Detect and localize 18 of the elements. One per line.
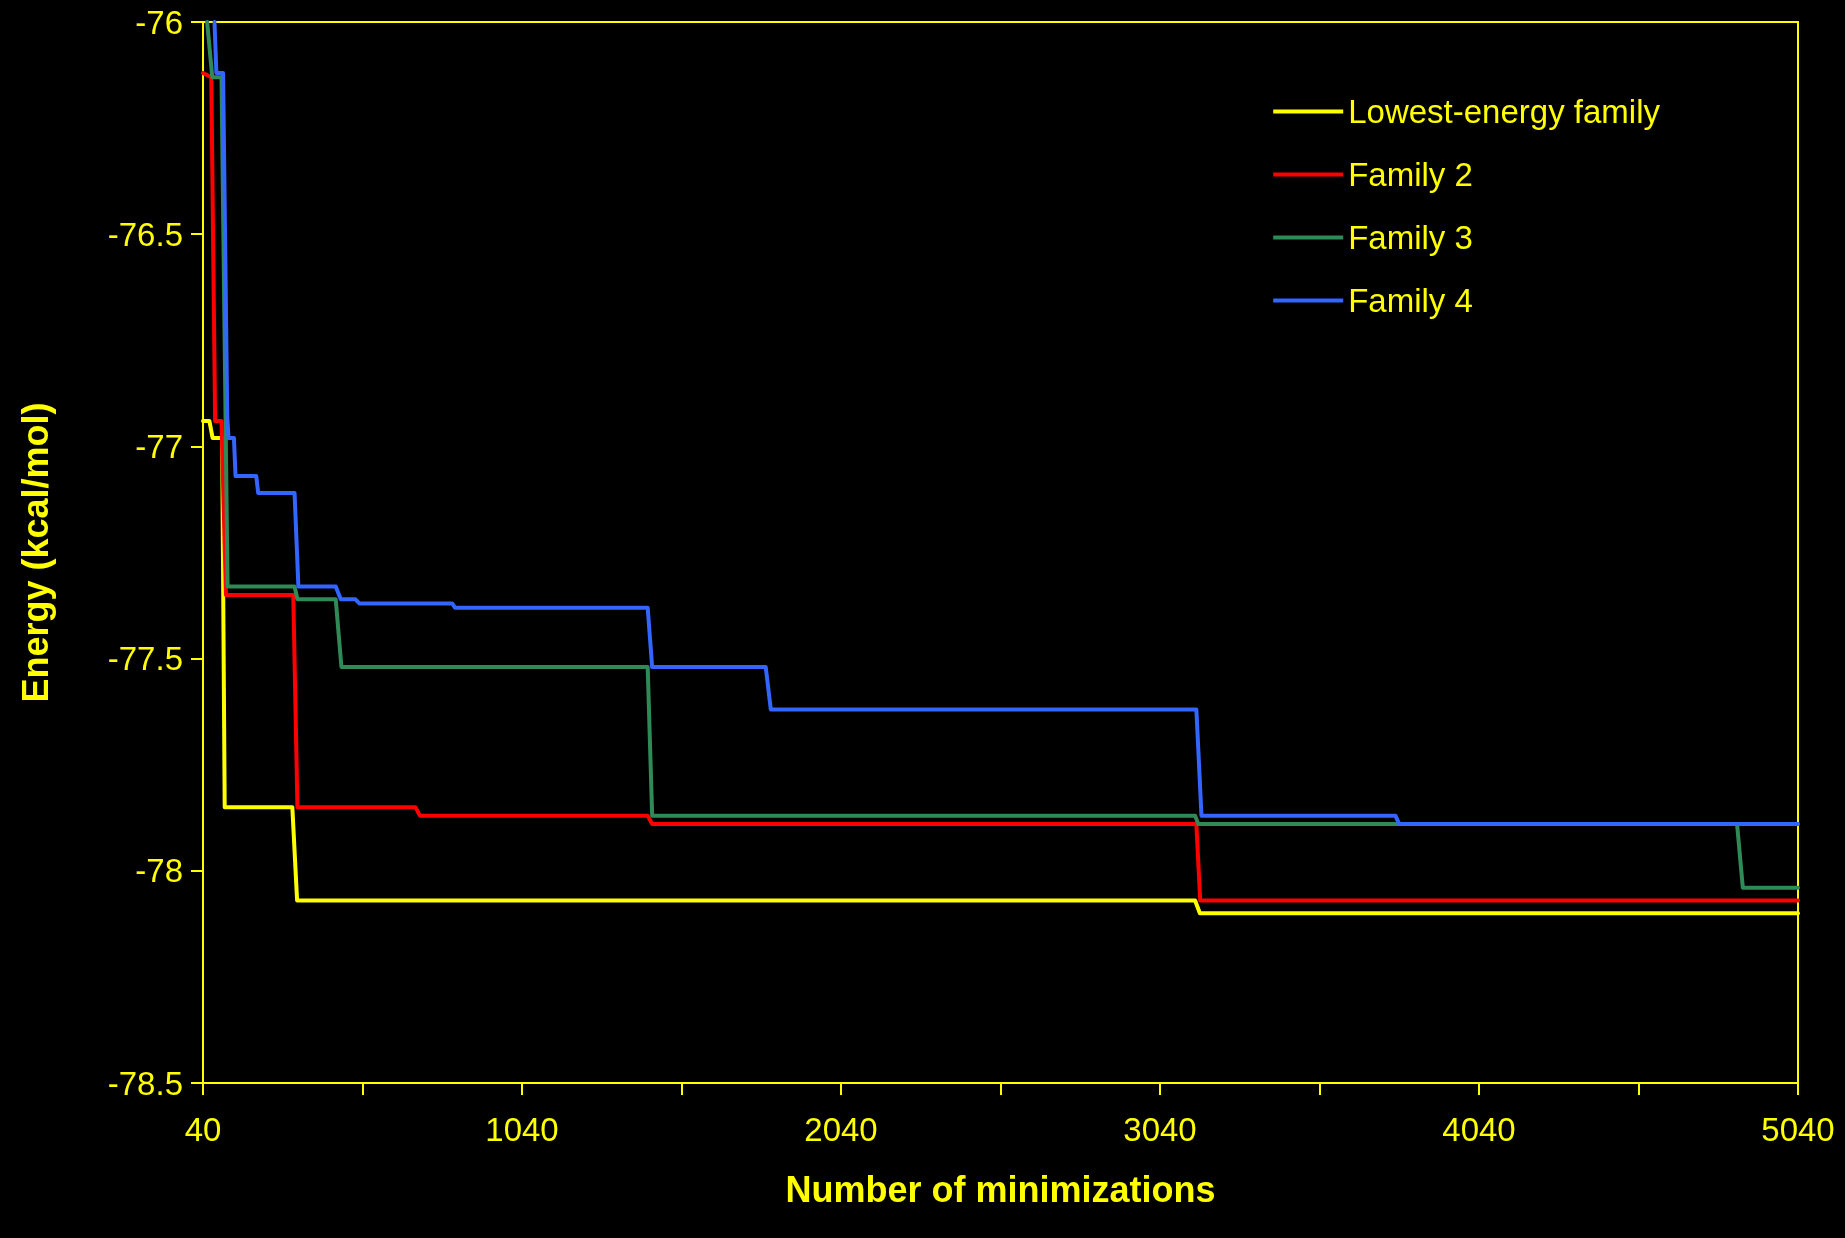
x-axis-title: Number of minimizations: [785, 1168, 1216, 1210]
legend-label: Family 2: [1348, 156, 1473, 193]
x-tick-label: 3040: [1123, 1111, 1197, 1148]
x-tick-label: 40: [184, 1111, 222, 1148]
x-tick-label: 5040: [1761, 1111, 1835, 1148]
x-tick-label: 2040: [804, 1111, 878, 1148]
legend-label: Lowest-energy family: [1348, 93, 1661, 130]
y-axis-title: Energy (kcal/mol): [14, 402, 56, 703]
x-tick-label: 4040: [1442, 1111, 1516, 1148]
legend-label: Family 3: [1348, 219, 1473, 256]
legend-label: Family 4: [1348, 282, 1473, 319]
y-tick-label: -76.5: [107, 215, 183, 253]
y-tick-label: -77.5: [107, 640, 183, 678]
y-tick-label: -77: [135, 427, 183, 465]
y-tick-label: -78: [135, 852, 183, 890]
x-tick-label: 1040: [485, 1111, 559, 1148]
y-tick-label: -78.5: [107, 1064, 183, 1102]
y-tick-label: -76: [135, 3, 183, 41]
